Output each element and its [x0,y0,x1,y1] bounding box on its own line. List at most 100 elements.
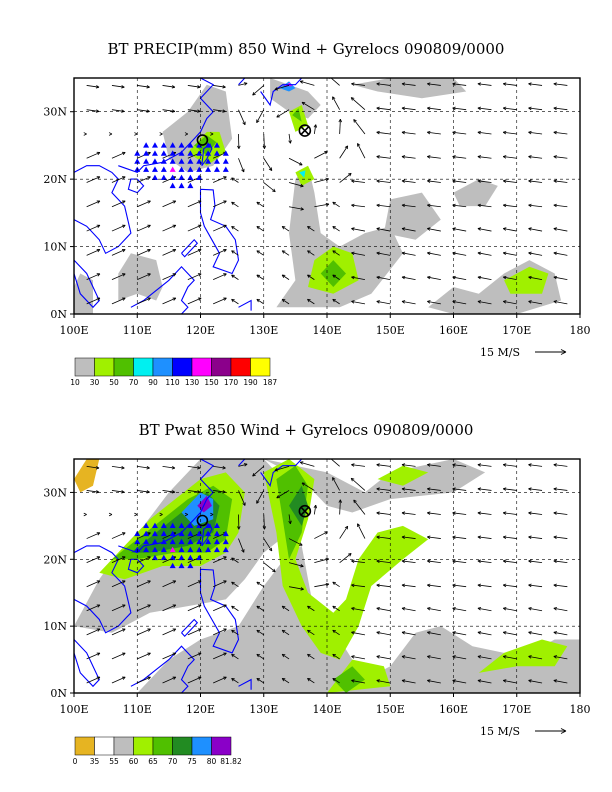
wind-vector [137,85,150,88]
wind-vector-head [147,273,151,277]
wind-vector-head [281,653,286,658]
wind-vector-head [243,463,248,467]
wind-vector-head [553,203,557,208]
wind-vector-head [237,526,241,530]
wind-vector [528,464,543,467]
wind-vector-head [96,604,101,608]
wind-vector-head [223,224,227,228]
wind-vector-head [502,179,507,183]
wind-vector-head [256,677,261,682]
wind-vector-head [96,297,101,301]
coastline-segment [238,678,252,690]
wind-vector [187,580,202,588]
wind-vector [401,560,416,564]
wind-vector [137,676,151,684]
wind-vector-head [401,511,406,515]
wind-vector-head [351,203,355,208]
wind-vector [281,298,290,305]
wind-vector [162,109,175,112]
wind-vector [111,297,126,305]
wind-vector-head [121,466,125,470]
wind-vector [503,512,517,515]
wind-vector-head [502,487,507,491]
wind-vector-head [452,275,456,280]
wind-vector [376,655,391,660]
wind-vector [452,536,467,539]
wind-vector [376,300,391,305]
wind-vector [213,490,226,493]
x-tick-label: 110E [123,324,152,337]
wind-vector [350,477,366,491]
wind-vector-head [147,176,151,180]
coastline-segment [260,78,303,107]
wind-vector-head [184,132,189,136]
wind-vector [162,200,176,208]
gyre-triangle [134,158,141,164]
wind-vector [427,204,441,208]
wind-vector-head [376,679,380,683]
wind-vector-head [300,564,304,568]
shaded-region [383,192,441,240]
wind-vector [401,655,416,660]
wind-vector-head [197,466,201,470]
panel-2-title: BT Pwat 850 Wind + Gyrelocs 090809/0000 [138,421,474,439]
wind-vector [452,300,467,305]
wind-vector [301,101,315,111]
wind-vector [503,560,517,564]
coastline-segment [130,645,195,693]
wind-vector-head [96,676,101,680]
wind-vector [162,297,176,305]
wind-vector-head [553,487,557,491]
wind-vector-head [231,298,235,303]
gyre-triangle [143,150,150,156]
gyre-triangle [143,166,150,172]
y-tick-label: 30N [43,106,67,119]
coastline-segment [130,265,195,314]
wind-vector-head [452,607,456,611]
wind-vector-head [427,106,431,111]
wind-vector-head [401,607,406,611]
wind-vector-head [256,226,261,230]
gyre-triangle [187,142,194,148]
gyre-triangle [178,150,185,156]
coastline-segment [181,618,199,638]
wind-vector [288,538,303,546]
wind-vector-head [96,580,101,584]
wind-vector-head [223,556,227,560]
wind-vector [339,119,341,134]
x-tick-label: 160E [439,324,468,337]
wind-vector-head [477,583,482,588]
wind-vector [86,85,100,88]
wind-vector [503,107,517,111]
gyre-triangle [178,546,185,553]
wind-vector [452,83,467,86]
wind-vector [238,538,245,553]
wind-vector-head [353,119,357,123]
wind-vector-head [222,466,226,470]
wind-vector [307,250,315,256]
wind-vector-head [528,535,532,539]
gyre-triangle [160,546,167,553]
wind-vector-head [401,463,406,467]
wind-vector-head [528,155,532,159]
wind-vector-head [300,207,304,211]
colorbar-label: 187 [263,378,278,387]
wind-vector-head [502,631,507,635]
wind-vector-head [477,275,482,280]
wind-vector [137,604,151,612]
wind-vector [137,224,151,232]
wind-vector [162,676,176,684]
wind-vector [503,655,517,660]
wind-vector-head [172,652,177,656]
gyre-circle [196,514,209,527]
wind-vector-head [452,251,456,256]
wind-vector-head [452,106,456,111]
wind-vector [288,562,304,567]
shaded-region [352,78,467,99]
wind-vector [477,607,492,612]
precip-colorbar: 10 30 50 70 90 110 130 150 170 190 187 [70,357,278,387]
wind-vector-head [147,532,151,536]
wind-vector-head [197,224,202,228]
wind-vector [351,83,365,86]
wind-vector [401,204,416,208]
